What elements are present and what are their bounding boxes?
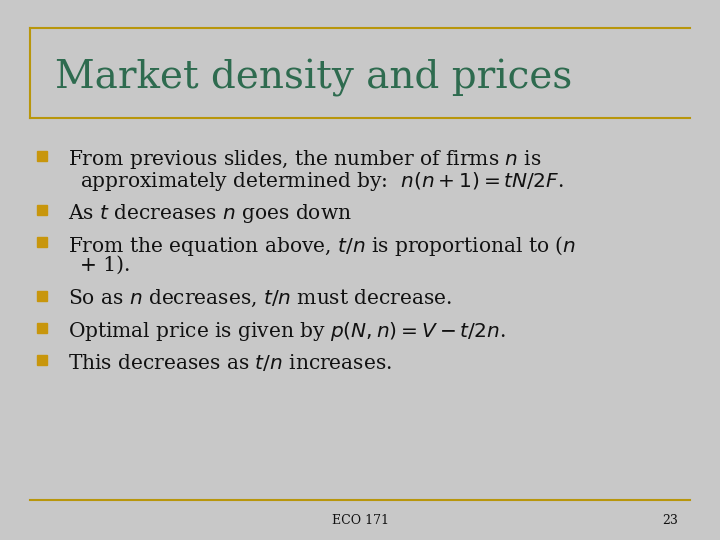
Text: Optimal price is given by $p(N,n) = V - t/2n$.: Optimal price is given by $p(N,n) = V - … — [68, 320, 506, 343]
Text: approximately determined by:  $n(n + 1) = tN/2F$.: approximately determined by: $n(n + 1) =… — [80, 170, 564, 193]
Text: ECO 171: ECO 171 — [331, 514, 389, 526]
Bar — [37, 151, 47, 161]
Text: From previous slides, the number of firms $n$ is: From previous slides, the number of firm… — [68, 148, 541, 171]
Text: 23: 23 — [662, 514, 678, 526]
Bar — [37, 355, 47, 365]
Bar — [37, 291, 47, 301]
Text: From the equation above, $t/n$ is proportional to ($n$: From the equation above, $t/n$ is propor… — [68, 234, 576, 258]
Text: Market density and prices: Market density and prices — [55, 59, 572, 97]
Bar — [37, 323, 47, 333]
Text: This decreases as $t/n$ increases.: This decreases as $t/n$ increases. — [68, 352, 392, 373]
Bar — [37, 237, 47, 247]
Text: As $t$ decreases $n$ goes down: As $t$ decreases $n$ goes down — [68, 202, 352, 225]
Bar — [37, 205, 47, 215]
Text: + 1).: + 1). — [80, 256, 130, 275]
Text: So as $n$ decreases, $t/n$ must decrease.: So as $n$ decreases, $t/n$ must decrease… — [68, 288, 452, 309]
